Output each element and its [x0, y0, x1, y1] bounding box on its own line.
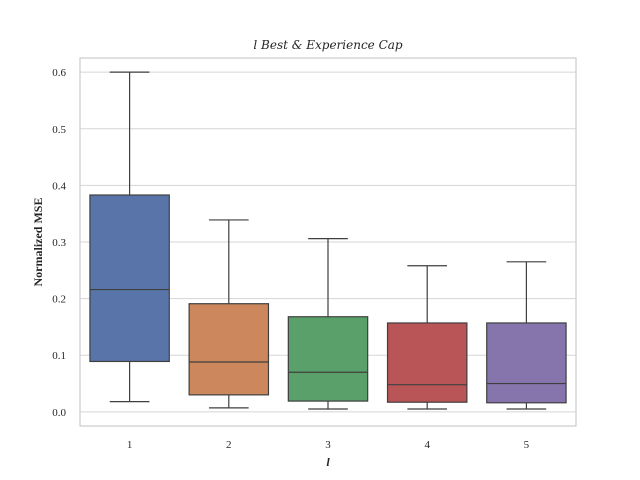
y-tick-label: 0.2 — [52, 294, 66, 306]
y-tick-label: 0.4 — [52, 180, 66, 192]
x-tick-label: 4 — [424, 439, 430, 451]
y-tick-label: 0.3 — [52, 237, 66, 249]
x-tick-label: 1 — [127, 439, 133, 451]
box-1 — [89, 71, 170, 403]
plot-frame — [79, 57, 577, 427]
boxes — [89, 71, 567, 410]
iqr-box — [386, 322, 468, 403]
x-axis-label: l — [326, 455, 330, 469]
iqr-box — [287, 316, 369, 402]
y-tick-label: 0.0 — [52, 407, 66, 419]
box-4 — [386, 265, 468, 410]
x-tick-labels: 1 2 3 4 5 — [127, 439, 530, 451]
x-tick-label: 3 — [325, 439, 331, 451]
y-axis-label: Normalized MSE — [31, 198, 45, 287]
y-tick-label: 0.6 — [52, 67, 66, 79]
y-tick-labels: 0.0 0.1 0.2 0.3 0.4 0.5 0.6 — [52, 67, 66, 419]
y-tick-label: 0.1 — [52, 350, 66, 362]
x-tick-label: 5 — [524, 439, 530, 451]
box-3 — [287, 238, 369, 410]
iqr-box — [188, 303, 270, 396]
x-tick-label: 2 — [226, 439, 232, 451]
chart-title: l Best & Experience Cap — [253, 38, 403, 52]
box-2 — [188, 219, 270, 409]
iqr-box — [89, 194, 170, 363]
y-tick-label: 0.5 — [52, 124, 66, 136]
box-5 — [486, 261, 567, 410]
iqr-box — [486, 322, 567, 404]
